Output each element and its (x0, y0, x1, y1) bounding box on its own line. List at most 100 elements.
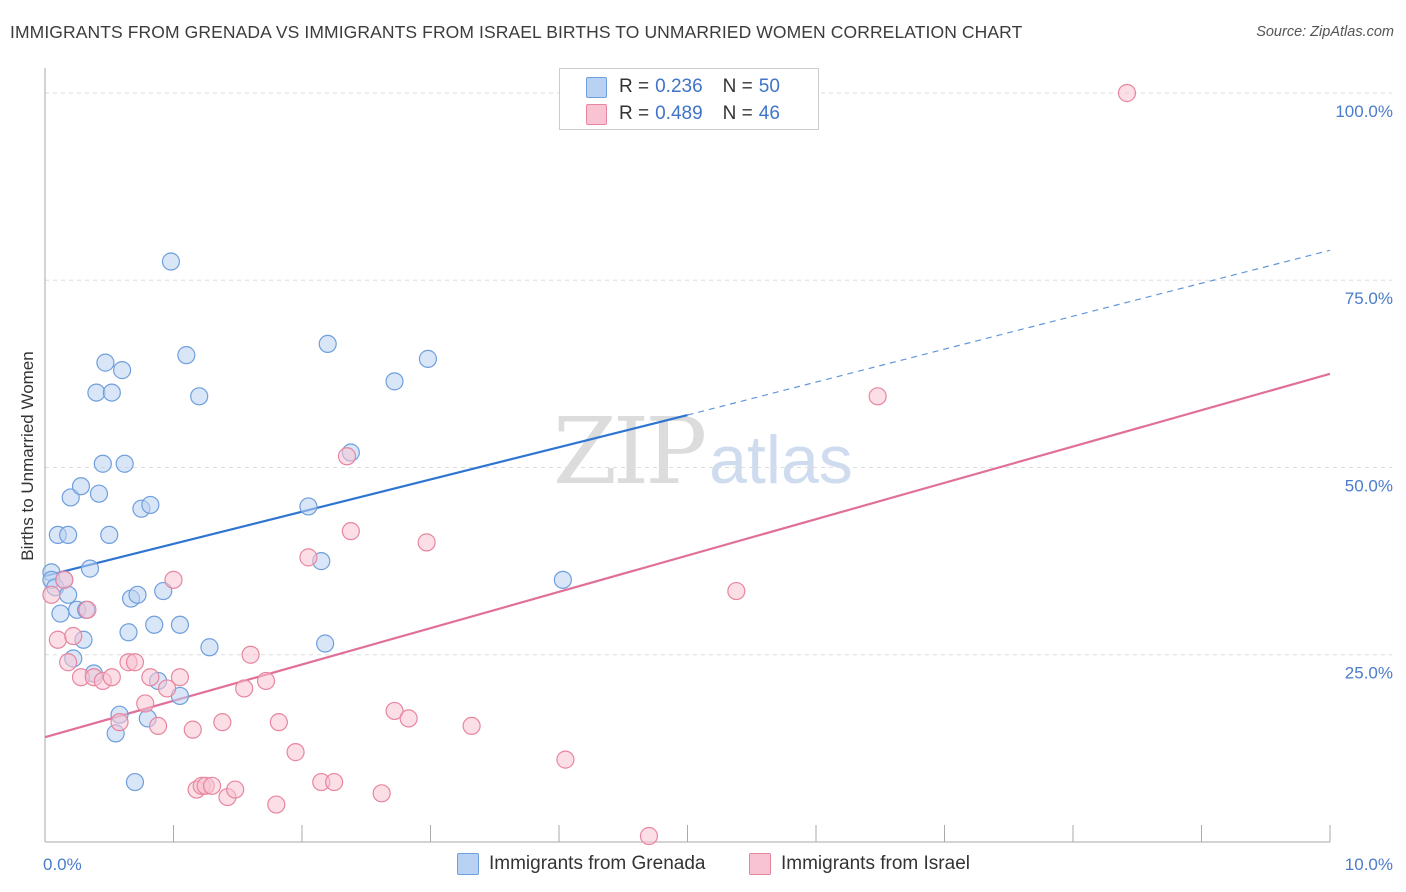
grenada-point (89, 484, 109, 503)
y-tick-label: 75.0% (1345, 289, 1393, 308)
israel-n-label: N = (722, 103, 753, 124)
israel-r-value: 0.489 (655, 103, 703, 124)
grenada-point (177, 346, 196, 365)
y-tick-label: 50.0% (1345, 476, 1393, 495)
israel-point (48, 630, 67, 649)
grenada-point (316, 634, 335, 653)
bottom-legend-grenada: Immigrants from Grenada (457, 852, 705, 876)
axes (44, 68, 1331, 843)
grenada-point (80, 559, 100, 578)
israel-point (148, 716, 168, 736)
grenada-point (112, 361, 132, 380)
israel-point (286, 743, 305, 762)
grenada-point (115, 454, 134, 473)
bottom-grenada-swatch (457, 853, 479, 875)
bottom-israel-label: Immigrants from Israel (781, 853, 970, 874)
tick-labels: 25.0% 50.0% 75.0% 100.0% 0.0% 10.0% (43, 102, 1393, 874)
israel-point (125, 653, 145, 672)
israel-point (183, 720, 202, 739)
israel-point (241, 645, 260, 664)
grenada-point (102, 383, 121, 402)
grenada-point (141, 495, 160, 515)
israel-n-value: 46 (758, 103, 780, 124)
grenada-point (318, 334, 337, 354)
grenada-point (119, 623, 138, 642)
israel-point (141, 668, 160, 687)
x-tick-label: 0.0% (43, 855, 82, 874)
trendline-grenada-projection (687, 249, 1331, 416)
grenada-n-label: N = (722, 76, 753, 97)
israel-point (110, 713, 129, 732)
israel-point (269, 713, 288, 732)
israel-point (102, 668, 121, 687)
israel-point (164, 570, 183, 589)
israel-point (213, 713, 232, 732)
israel-r-label: R = (619, 103, 650, 124)
grenada-point (418, 349, 438, 368)
y-tick-label: 25.0% (1345, 664, 1393, 683)
israel-point (170, 668, 190, 687)
grenada-point (59, 585, 78, 604)
y-axis-label: Births to Unmarried Women (18, 351, 37, 560)
israel-point (267, 795, 286, 814)
grenada-point (100, 525, 119, 545)
legend-row-israel: R = 0.489 N = 46 (586, 102, 780, 126)
israel-point (399, 709, 418, 728)
grenada-point (93, 454, 112, 473)
israel-point (417, 533, 436, 552)
israel-point (325, 772, 344, 792)
correlation-legend: R = 0.236 N = 50 R = 0.489 N = 46 (559, 68, 819, 130)
grenada-point (385, 372, 404, 391)
grenada-point (59, 525, 78, 545)
israel-point (235, 679, 254, 698)
israel-point (256, 671, 276, 691)
israel-point (226, 780, 245, 799)
grenada-point (161, 252, 181, 271)
grenada-point (128, 585, 147, 604)
grenada-point (553, 570, 572, 589)
israel-point (78, 600, 97, 619)
grenada-point (96, 353, 115, 372)
israel-point (42, 585, 61, 604)
trendlines (44, 249, 1331, 739)
bottom-legend-israel: Immigrants from Israel (749, 852, 970, 876)
grenada-point (71, 477, 91, 496)
grenada-point (61, 488, 80, 507)
x-tick-label: 10.0% (1345, 855, 1393, 874)
chart-title: IMMIGRANTS FROM GRENADA VS IMMIGRANTS FR… (10, 22, 1023, 42)
y-tick-label: 100.0% (1335, 102, 1393, 121)
israel-point (341, 522, 360, 541)
israel-point (868, 387, 887, 406)
grenada-point (51, 604, 70, 623)
israel-point (64, 626, 83, 646)
israel-point (462, 716, 481, 736)
israel-point (136, 694, 155, 713)
grenada-point (154, 581, 173, 601)
israel-swatch (586, 103, 607, 125)
israel-point (55, 570, 74, 589)
grenada-point (145, 615, 164, 634)
israel-point (59, 653, 78, 672)
israel-point (1117, 83, 1137, 103)
grenada-point (125, 772, 145, 792)
israel-point (639, 826, 659, 846)
trendline-grenada (44, 413, 688, 578)
series-israel-points (42, 83, 1137, 846)
israel-point (556, 750, 575, 769)
grenada-r-label: R = (619, 76, 650, 97)
bottom-grenada-label: Immigrants from Grenada (489, 853, 706, 874)
grenada-point (190, 387, 209, 406)
legend-row-grenada: R = 0.236 N = 50 (586, 75, 780, 99)
source-label: Source: ZipAtlas.com (1256, 24, 1394, 40)
bottom-israel-swatch (749, 853, 771, 875)
israel-point (157, 679, 177, 698)
israel-point (727, 581, 746, 601)
israel-point (202, 776, 222, 795)
grenada-point (299, 497, 318, 516)
grenada-point (170, 615, 190, 634)
series-grenada-points (42, 252, 572, 792)
grenada-n-value: 50 (758, 76, 780, 97)
israel-point (385, 701, 404, 721)
israel-point (337, 447, 357, 466)
